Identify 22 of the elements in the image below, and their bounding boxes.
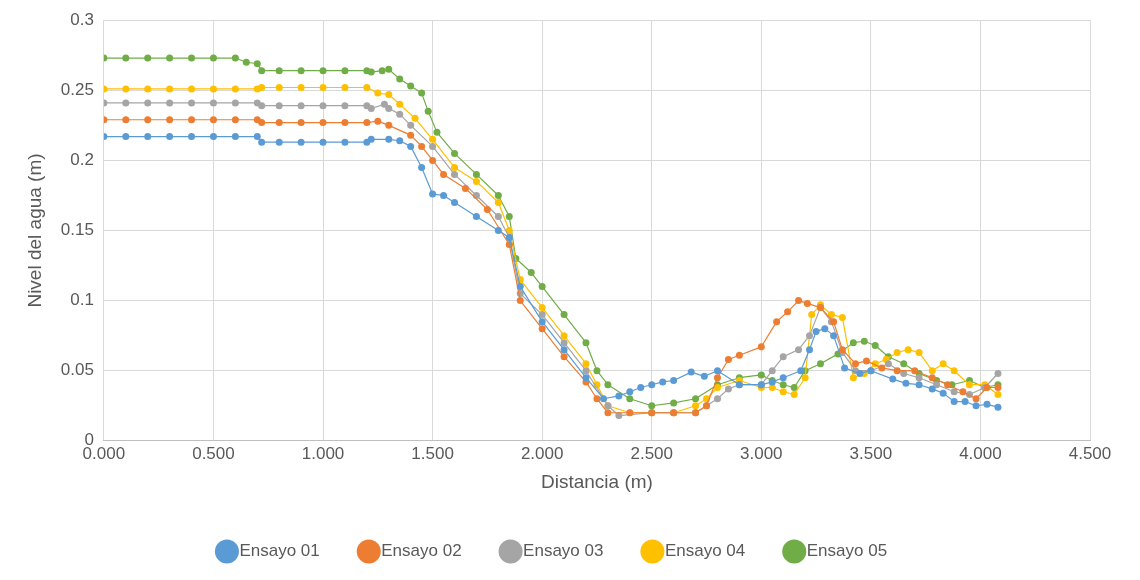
y-tick-label: 0.15 — [60, 220, 94, 240]
legend-label: Ensayo 02 — [381, 541, 462, 561]
y-axis-title: Nivel del agua (m) — [23, 153, 45, 308]
x-axis-title: Distancia (m) — [540, 470, 653, 492]
legend-label: Ensayo 03 — [523, 541, 604, 561]
legend-label: Ensayo 05 — [806, 541, 888, 561]
x-tick-label: 4.000 — [959, 443, 1002, 463]
x-tick-label: 1.000 — [301, 443, 345, 463]
y-tick-label: 0.25 — [60, 79, 94, 99]
y-tick-label: 0.1 — [70, 290, 94, 310]
x-tick-label: 2.000 — [520, 443, 564, 463]
y-tick-label: 0.05 — [60, 360, 94, 380]
x-tick-label: 2.500 — [630, 443, 673, 463]
x-tick-label: 1.500 — [411, 443, 454, 463]
x-tick-label: 4.500 — [1068, 443, 1112, 463]
x-tick-label: 3.000 — [740, 443, 783, 463]
x-tick-label: 3.500 — [849, 443, 893, 463]
y-tick-label: 0.3 — [70, 9, 94, 29]
y-tick-label: 0.2 — [70, 150, 94, 170]
legend-label: Ensayo 01 — [239, 541, 320, 561]
legend-label: Ensayo 04 — [664, 541, 746, 561]
x-tick-label: 0.500 — [192, 443, 235, 463]
